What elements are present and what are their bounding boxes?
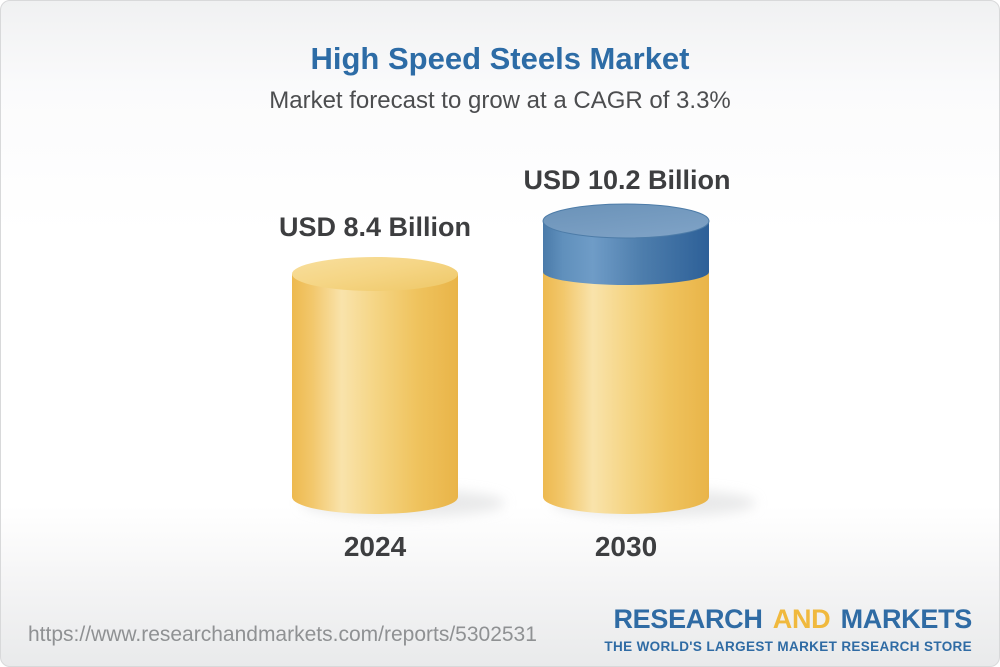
brand-logo-and: AND xyxy=(772,604,831,634)
cylinder-2030-base-segment xyxy=(543,271,709,514)
cylinder-2030-top xyxy=(542,203,710,239)
brand-logo-research: RESEARCH xyxy=(613,604,763,634)
cylinder-2024-top xyxy=(292,257,458,291)
value-label-2024: USD 8.4 Billion xyxy=(278,212,472,242)
brand-logo-markets: MARKETS xyxy=(840,604,973,634)
category-label-2024: 2024 xyxy=(343,531,407,562)
value-label-2030: USD 10.2 Billion xyxy=(523,165,731,195)
cylinder-2030 xyxy=(542,203,710,514)
brand-logo: RESEARCH AND MARKETS THE WORLD'S LARGEST… xyxy=(604,604,972,654)
report-url: https://www.researchandmarkets.com/repor… xyxy=(28,623,537,646)
category-label-2030: 2030 xyxy=(594,531,658,562)
brand-logo-wordmark: RESEARCH AND MARKETS xyxy=(604,604,972,635)
cylinder-2024-side xyxy=(292,274,458,514)
cylinder-2030-growth-segment xyxy=(543,221,709,285)
page-title: High Speed Steels Market xyxy=(310,41,690,76)
page-subtitle: Market forecast to grow at a CAGR of 3.3… xyxy=(269,87,731,114)
cylinder-2024 xyxy=(292,257,458,514)
brand-logo-tagline: THE WORLD'S LARGEST MARKET RESEARCH STOR… xyxy=(604,639,972,654)
